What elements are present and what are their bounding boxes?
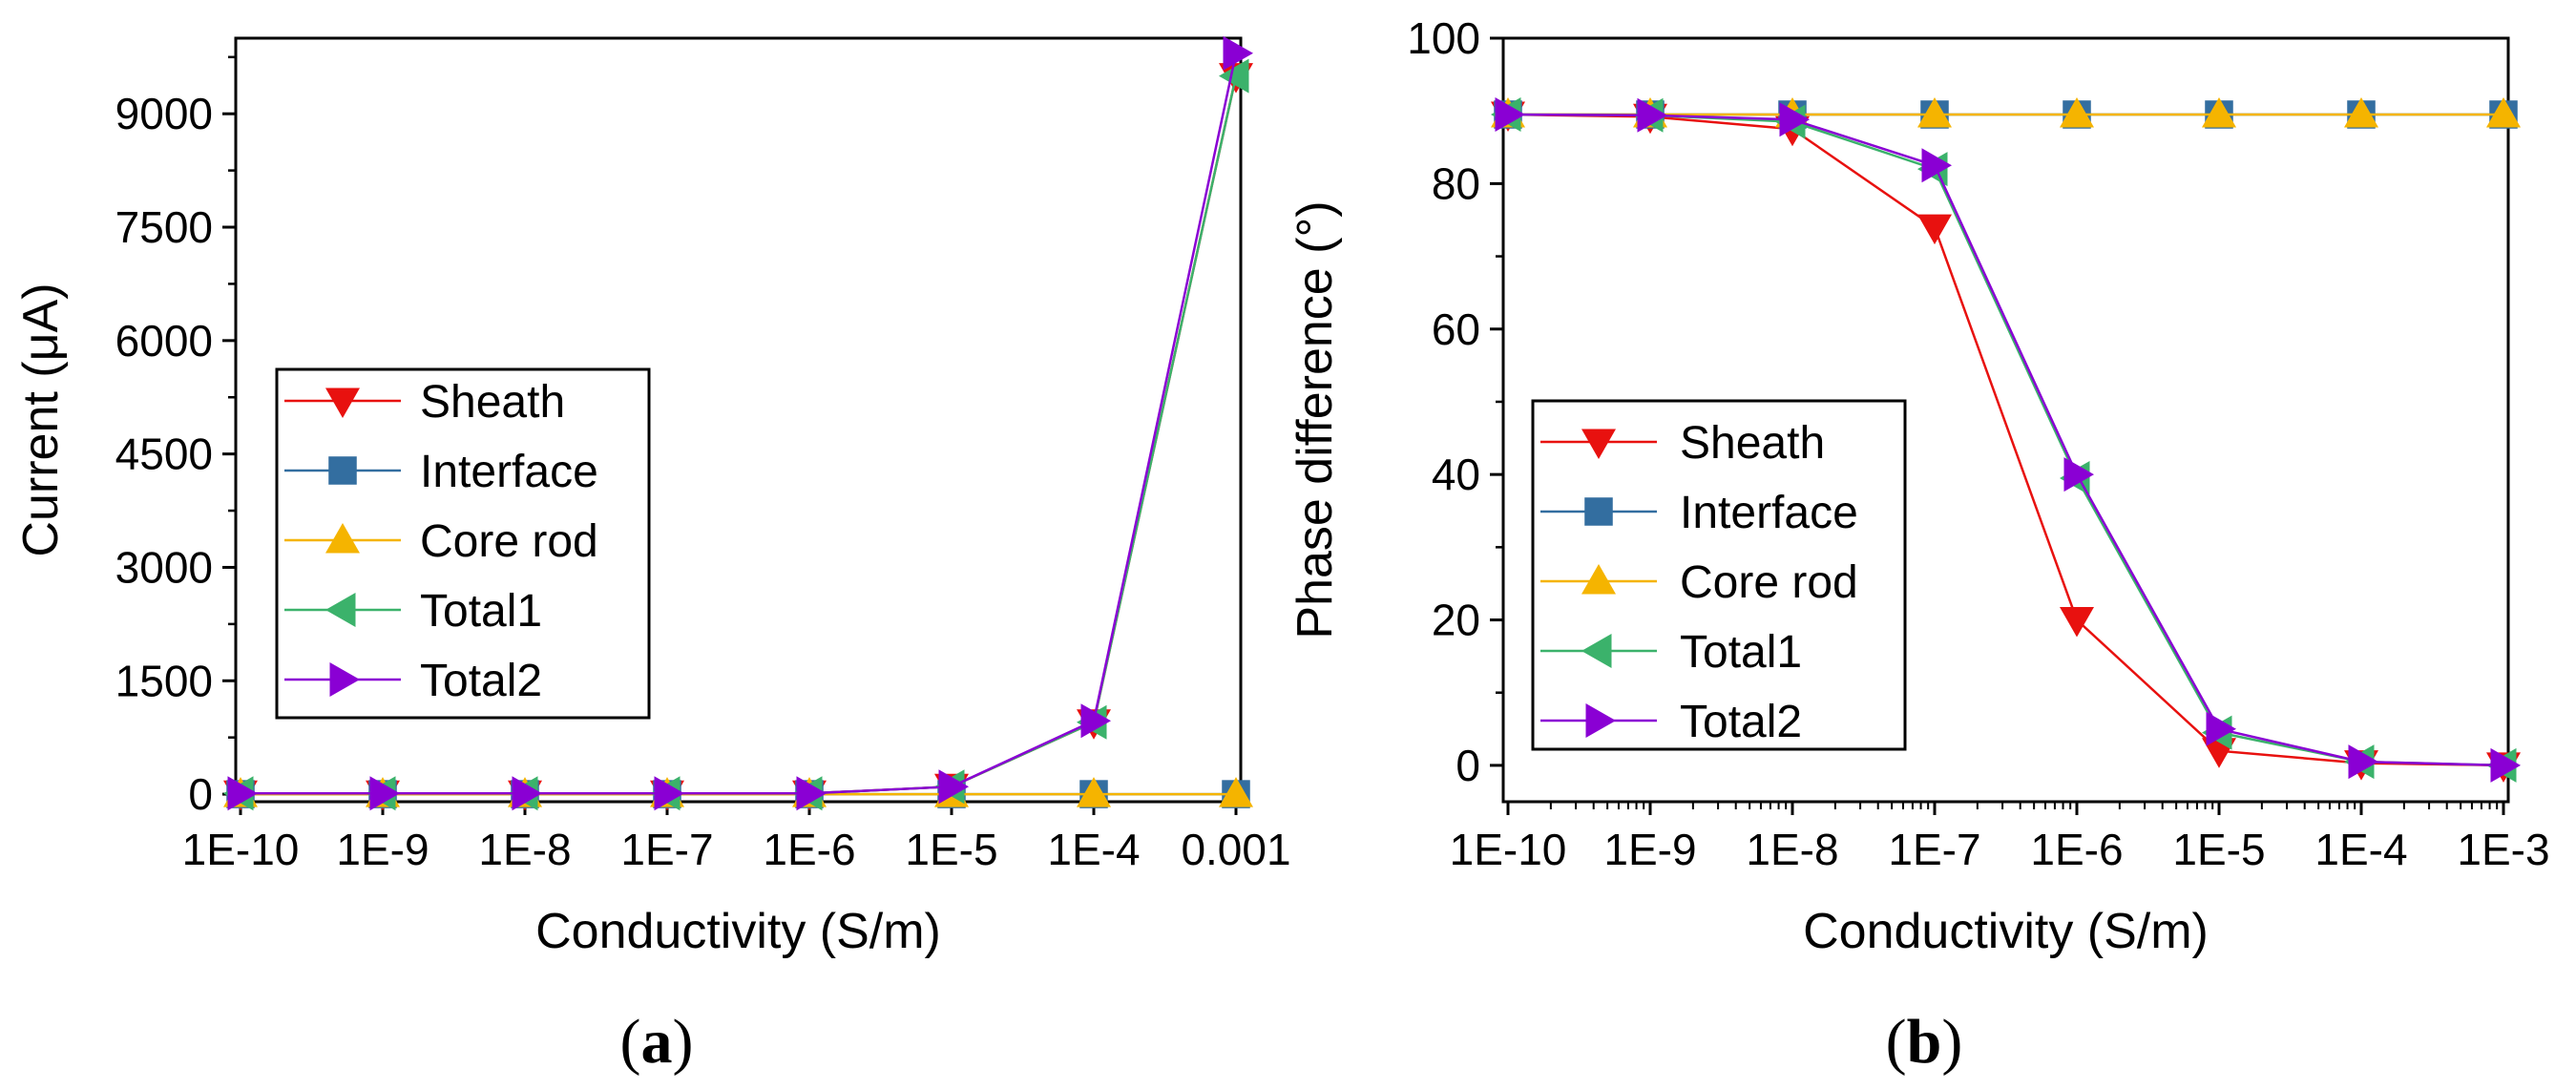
data-point-core-rod-b-7 (2486, 97, 2521, 128)
panel-label-b: (b) (1886, 1007, 1963, 1077)
legend-marker-sheath-b (1581, 429, 1616, 459)
x-tick-label-b-7: 1E-3 (2457, 825, 2549, 874)
legend-marker-core-rod-b (1581, 564, 1616, 595)
legend-label-total1-a: Total1 (420, 586, 542, 637)
x-tick-label-b-4: 1E-6 (2030, 825, 2123, 874)
legend-label-core-rod-a: Core rod (420, 516, 598, 567)
data-point-core-rod-b-3 (1917, 97, 1952, 128)
data-point-core-rod-b-6 (2344, 97, 2378, 128)
legend-b: Sheath Interface Core rod Total1 Total2 (1531, 399, 1907, 751)
x-tick-label-b-2: 1E-8 (1746, 825, 1838, 874)
data-point-core-rod-a-7 (1219, 777, 1253, 807)
x-tick-label-b-5: 1E-5 (2172, 825, 2265, 874)
legend-marker-interface-a (328, 456, 357, 485)
y-tick-label-b-1: 20 (1432, 596, 1480, 645)
y-tick-label-a-2: 3000 (115, 542, 213, 592)
data-point-sheath-b-3 (1917, 214, 1952, 245)
x-tick-label-b-3: 1E-7 (1888, 825, 1980, 874)
series-total2-a (227, 35, 1253, 811)
series-line-total2-a (241, 52, 1238, 795)
x-axis-title-b: Conductivity (S/m) (1803, 904, 2209, 959)
data-point-total2-b-4 (2063, 457, 2094, 492)
x-tick-label-a-5: 1E-5 (905, 825, 997, 874)
data-point-core-rod-a-6 (1077, 777, 1111, 807)
x-tick-label-a-0: 1E-10 (182, 825, 300, 874)
data-point-total2-b-7 (2490, 747, 2521, 783)
legend-label-total2-a: Total2 (420, 656, 542, 706)
legend-label-interface-b: Interface (1680, 488, 1858, 538)
x-tick-label-b-0: 1E-10 (1450, 825, 1567, 874)
y-tick-label-a-6: 9000 (115, 89, 213, 138)
x-axis-title-a: Conductivity (S/m) (535, 904, 941, 959)
data-point-total2-a-5 (938, 769, 969, 805)
y-axis-title-b: Phase difference (°) (1288, 200, 1343, 639)
legend-marker-interface-b (1584, 497, 1613, 526)
legend-marker-total1-b (1581, 634, 1612, 668)
legend-marker-sheath-a (325, 387, 360, 418)
y-axis-title-a: Current (μA) (13, 283, 69, 556)
chart-b-phase-difference: 0 20 40 60 80 100 1E-10 1E-9 1E-8 1E-7 1E-6 1E-5 1E-… (1288, 13, 2550, 959)
y-tick-label-b-5: 100 (1407, 13, 1480, 63)
legend-label-interface-a: Interface (420, 447, 598, 497)
y-tick-label-b-0: 0 (1456, 741, 1480, 790)
data-point-total2-b-6 (2348, 744, 2378, 780)
series-total2-b (1495, 97, 2521, 783)
data-point-total2-a-7 (1223, 35, 1253, 71)
x-tick-label-a-3: 1E-7 (620, 825, 713, 874)
x-tick-label-b-6: 1E-4 (2314, 825, 2407, 874)
x-tick-label-a-4: 1E-6 (763, 825, 855, 874)
x-tick-label-a-1: 1E-9 (336, 825, 429, 874)
data-point-total1-a-7 (1219, 58, 1249, 94)
data-point-core-rod-b-4 (2060, 97, 2094, 128)
data-point-sheath-b-4 (2060, 607, 2094, 638)
panel-label-a: (a) (620, 1007, 694, 1077)
legend-label-sheath-a: Sheath (420, 377, 565, 428)
y-tick-label-a-5: 7500 (115, 202, 213, 252)
data-point-total2-b-0 (1495, 97, 1525, 132)
data-point-total2-a-2 (512, 776, 542, 811)
y-tick-label-a-3: 4500 (115, 429, 213, 479)
legend-marker-total1-a (325, 593, 356, 627)
data-point-total2-b-5 (2206, 711, 2236, 746)
plot-frame-a (234, 36, 1243, 804)
data-point-core-rod-b-5 (2202, 97, 2236, 128)
data-point-total2-b-1 (1637, 97, 1667, 133)
y-tick-label-a-4: 6000 (115, 316, 213, 366)
series-line-sheath-b (1507, 113, 2504, 767)
series-core-rod-b (1491, 97, 2521, 128)
x-tick-label-b-1: 1E-9 (1603, 825, 1696, 874)
data-point-total2-a-0 (227, 776, 258, 811)
legend-marker-total2-a (329, 662, 360, 697)
y-tick-label-a-1: 1500 (115, 656, 213, 705)
x-tick-label-a-7: 0.001 (1181, 825, 1290, 874)
data-point-total2-a-3 (654, 776, 684, 811)
legend-marker-total2-b (1585, 703, 1616, 738)
y-tick-label-b-4: 80 (1432, 158, 1480, 208)
y-tick-label-a-0: 0 (188, 769, 213, 819)
legend-label-total1-b: Total1 (1680, 627, 1802, 678)
series-line-total2-b (1507, 113, 2504, 767)
plot-frame-b (1501, 36, 2510, 804)
data-point-total2-b-2 (1779, 102, 1810, 137)
chart-a-current: 0 1500 3000 4500 6000 7500 9000 1E-10 1E-9 1E-8 1E… (13, 35, 1291, 959)
data-point-total2-a-4 (796, 776, 827, 811)
data-point-total2-b-3 (1921, 148, 1952, 183)
legend-label-core-rod-b: Core rod (1680, 557, 1858, 608)
legend-label-total2-b: Total2 (1680, 697, 1802, 747)
data-point-total2-a-6 (1080, 703, 1111, 739)
legend-label-sheath-b: Sheath (1680, 418, 1825, 469)
y-tick-label-b-3: 60 (1432, 304, 1480, 354)
legend-a: Sheath Interface Core rod Total1 Total2 (275, 367, 651, 720)
y-tick-label-b-2: 40 (1432, 450, 1480, 499)
x-tick-label-a-2: 1E-8 (478, 825, 571, 874)
x-tick-label-a-6: 1E-4 (1047, 825, 1140, 874)
data-point-total2-a-1 (369, 776, 400, 811)
legend-marker-core-rod-a (325, 523, 360, 554)
